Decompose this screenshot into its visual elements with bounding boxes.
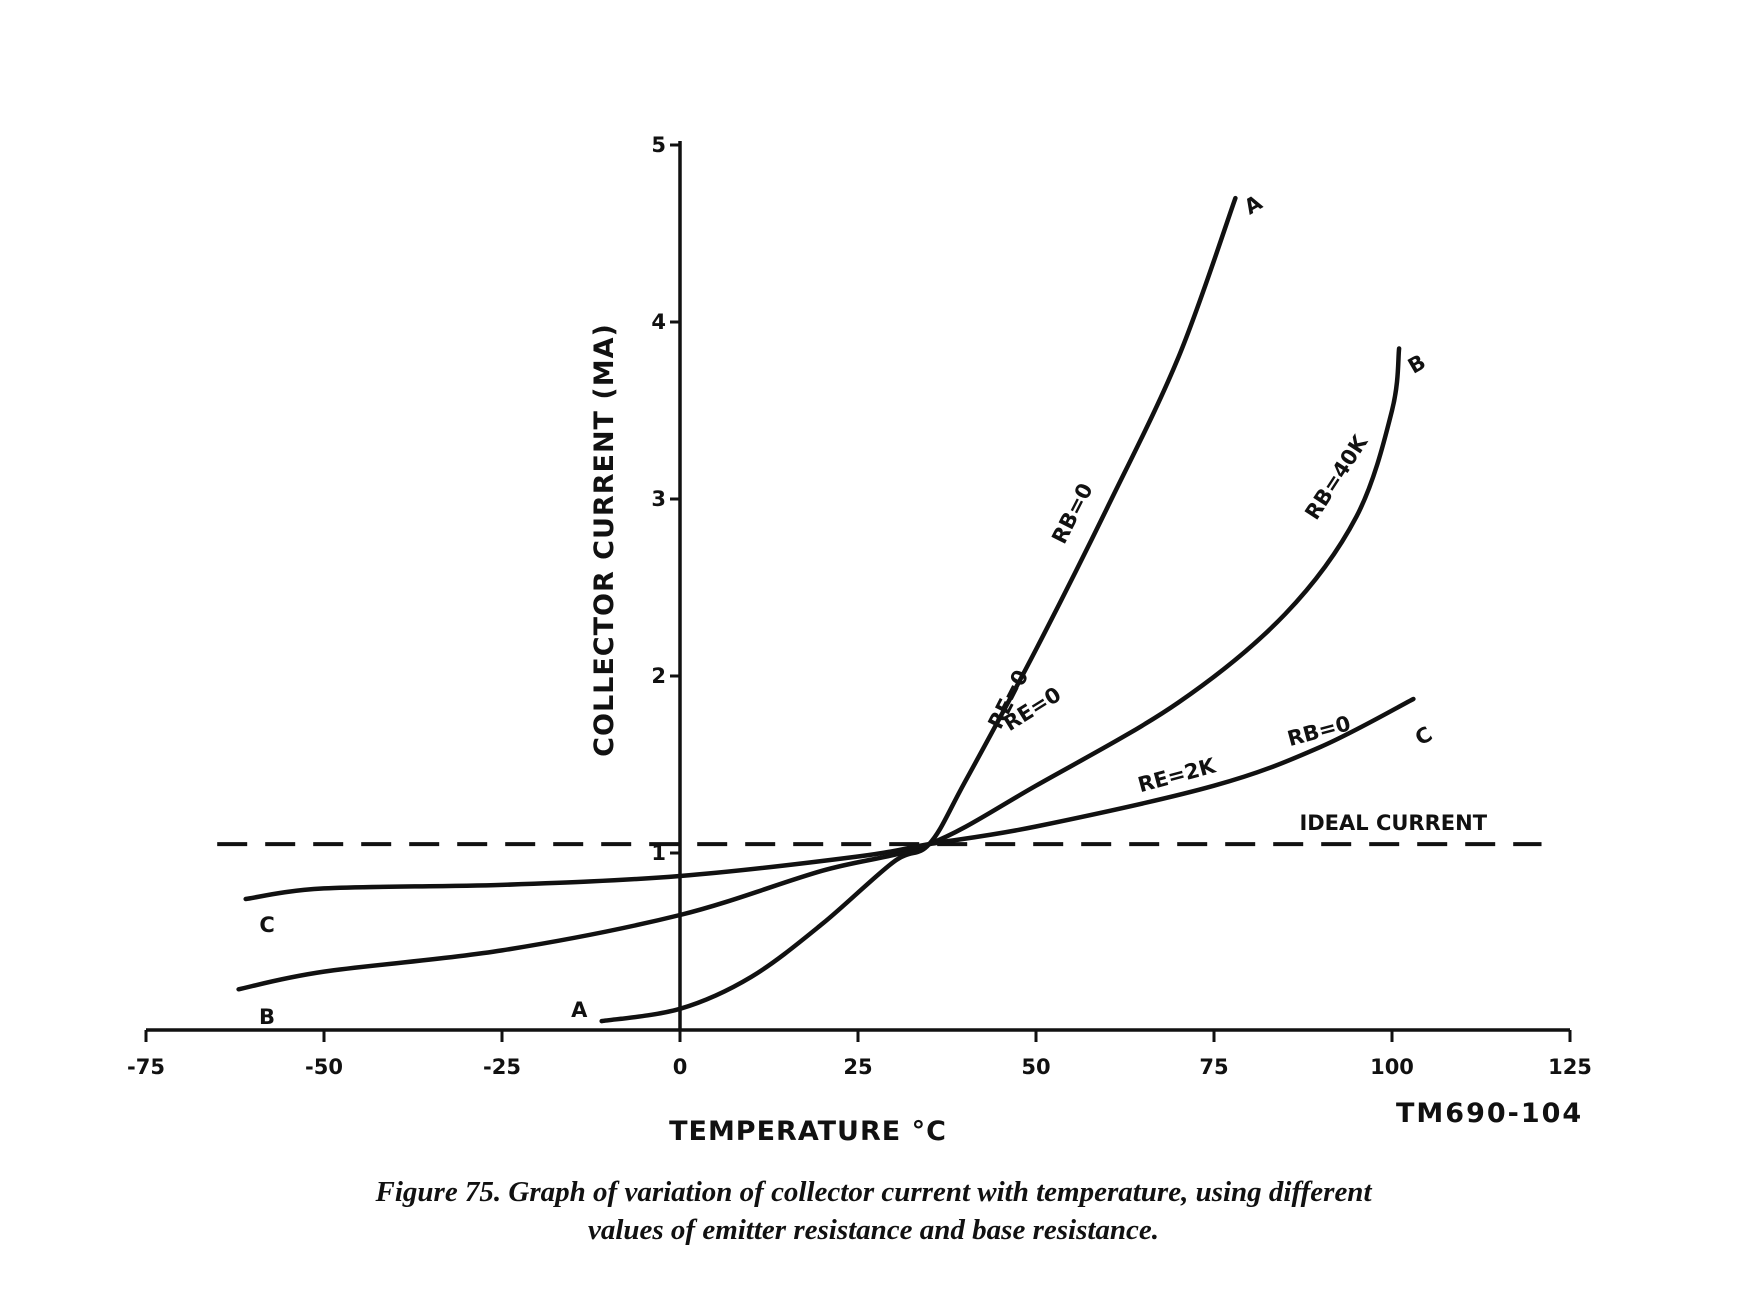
curves xyxy=(236,195,1416,1024)
x-tick-label: 25 xyxy=(843,1055,872,1079)
ideal-current-label: IDEAL CURRENT xyxy=(1299,811,1487,835)
axes: -75 -50 -25 0 25 50 75 100 125 1 2 3 4 5 TEMPERATURE °… xyxy=(127,133,1592,1147)
x-axis-title: TEMPERATURE °C xyxy=(669,1116,947,1147)
y-tick-label: 5 xyxy=(651,133,666,157)
curve-b xyxy=(236,346,1402,992)
caption-line-2: values of emitter resistance and base re… xyxy=(587,1214,1160,1246)
caption-line-1: Figure 75. Graph of variation of collect… xyxy=(375,1176,1372,1208)
curve-c xyxy=(243,696,1416,902)
y-tick-label: 3 xyxy=(651,487,666,511)
y-tick-label: 4 xyxy=(651,310,666,334)
x-tick-label: -25 xyxy=(483,1055,521,1079)
curve-a xyxy=(599,195,1238,1024)
y-tick-label: 1 xyxy=(651,841,666,865)
x-tick-label: 0 xyxy=(673,1055,688,1079)
curve-c-condition-label: RE=2K xyxy=(1135,753,1218,797)
x-tick-label: 125 xyxy=(1548,1055,1592,1079)
curve-c-end-label: C xyxy=(1411,722,1436,750)
y-tick-label: 2 xyxy=(651,664,666,688)
curve-a-condition-label: RB=0 xyxy=(1047,479,1098,547)
ideal-current-line-group: IDEAL CURRENT xyxy=(217,811,1542,847)
y-axis-title: COLLECTOR CURRENT (MA) xyxy=(589,323,620,757)
x-tick-label: 50 xyxy=(1021,1055,1050,1079)
x-tick-label: -50 xyxy=(305,1055,343,1079)
curve-c-condition-label: RB=0 xyxy=(1285,711,1353,751)
curve-b-start-label: B xyxy=(259,1005,275,1029)
curve-a-end-label: A xyxy=(1240,190,1267,219)
curve-a-start-label: A xyxy=(571,998,588,1022)
curve-b-end-label: B xyxy=(1404,350,1430,379)
x-tick-label: 100 xyxy=(1370,1055,1414,1079)
x-tick-label: 75 xyxy=(1199,1055,1228,1079)
curve-c-start-label: C xyxy=(259,913,274,937)
figure-code: TM690-104 xyxy=(1396,1098,1584,1129)
x-tick-label: -75 xyxy=(127,1055,165,1079)
